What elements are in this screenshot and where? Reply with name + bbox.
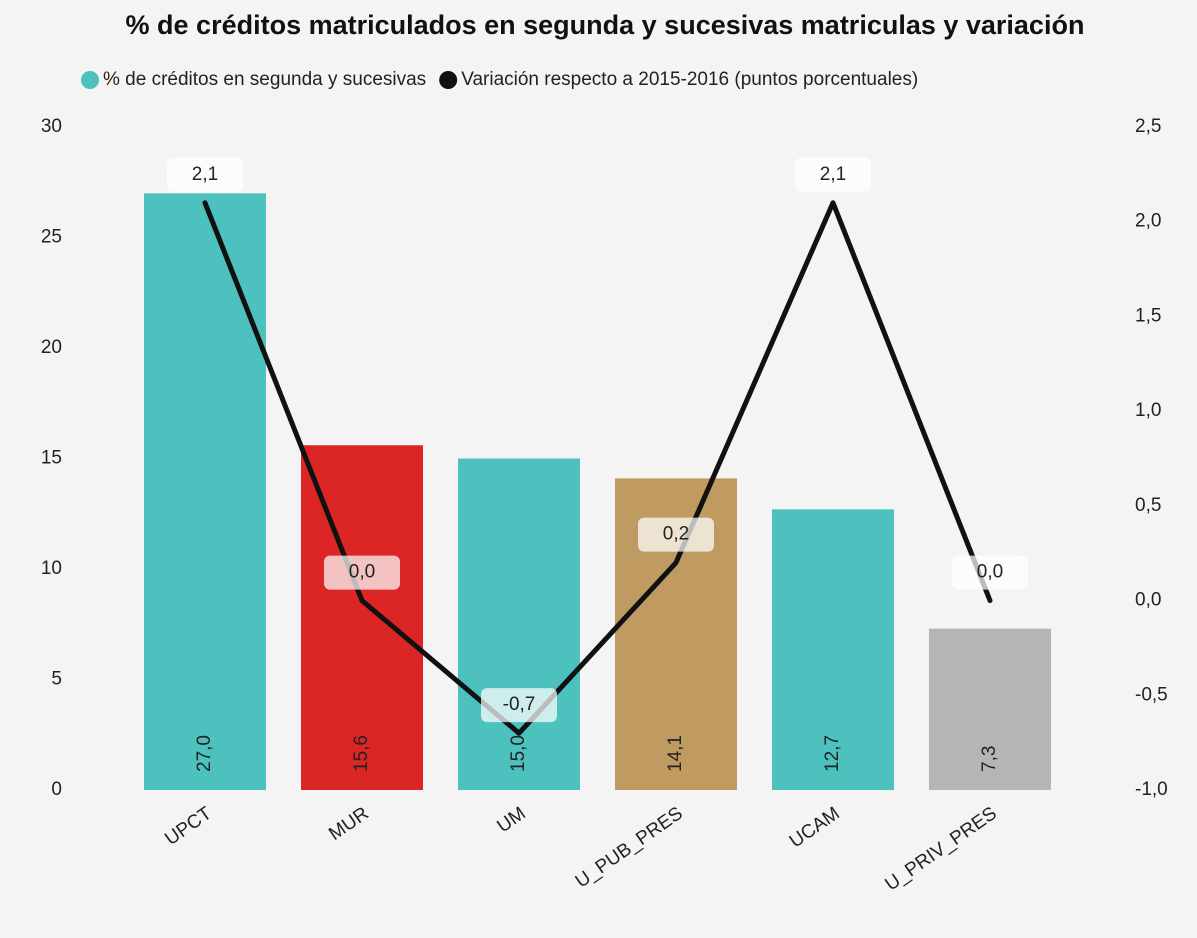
- y-tick-label: 20: [41, 337, 62, 358]
- bar-value-label: 15,0: [508, 735, 529, 772]
- line-label-box: [795, 157, 871, 192]
- y-tick-label: 10: [41, 558, 62, 579]
- y2-tick-label: -0,5: [1135, 684, 1168, 705]
- line-value-label: 0,0: [349, 562, 375, 583]
- y-tick-label: 25: [41, 227, 62, 248]
- line: [202, 200, 993, 736]
- line-label-box: [167, 157, 243, 192]
- bar-value-label: 14,1: [665, 735, 686, 772]
- bar-value-label: 12,7: [822, 735, 843, 772]
- bar-value-label: 15,6: [351, 735, 372, 772]
- y-tick-label: 5: [51, 669, 62, 690]
- y2-tick-label: 0,0: [1135, 590, 1161, 611]
- y2-tick-label: 1,0: [1135, 400, 1161, 421]
- y2-tick-label: 0,5: [1135, 495, 1161, 516]
- legend-marker: [439, 71, 458, 89]
- y-tick-label: 30: [41, 116, 62, 137]
- bar-value-label: 27,0: [194, 735, 215, 772]
- line-value-label: 2,1: [820, 164, 846, 185]
- line-label-box: [324, 555, 400, 590]
- y-tick-label: 15: [41, 448, 62, 469]
- y-tick-label: 0: [51, 779, 62, 800]
- line-value-label: 2,1: [192, 164, 218, 185]
- bar: [144, 193, 266, 791]
- legend-label: % de créditos en segunda y sucesivas: [103, 69, 426, 90]
- line-value-label: -0,7: [503, 694, 536, 715]
- y2-tick-label: -1,0: [1135, 779, 1168, 800]
- y2-tick-label: 2,5: [1135, 116, 1161, 137]
- line-label-box: [638, 517, 714, 552]
- bar: [772, 509, 894, 790]
- y2-tick-label: 2,0: [1135, 211, 1161, 232]
- chart-title: % de créditos matriculados en segunda y …: [126, 10, 1085, 40]
- line-value-label: 0,2: [663, 524, 689, 545]
- bar: [929, 628, 1051, 790]
- line-value-label: 0,0: [977, 562, 1003, 583]
- line-label-box: [952, 555, 1028, 590]
- legend-marker: [81, 71, 99, 89]
- legend-label: Variación respecto a 2015-2016 (puntos p…: [461, 69, 918, 90]
- bar-value-label: 7,3: [979, 746, 1000, 772]
- line-label-box: [481, 688, 557, 723]
- y2-tick-label: 1,5: [1135, 305, 1161, 326]
